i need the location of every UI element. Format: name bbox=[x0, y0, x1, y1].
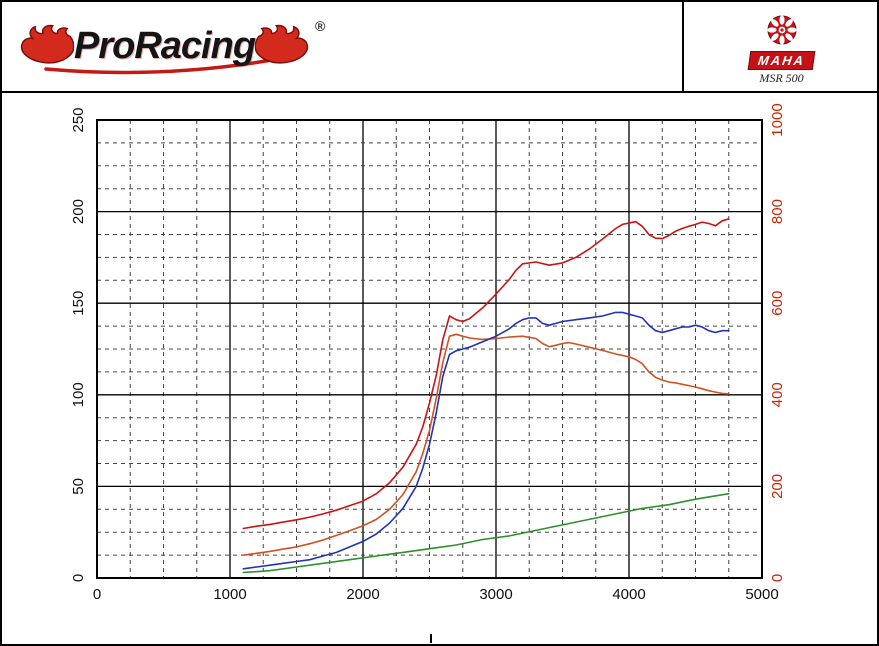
y-right-tick-label: 600 bbox=[769, 291, 786, 316]
y-left-tick-label: 50 bbox=[70, 478, 87, 495]
x-tick-label: 0 bbox=[93, 586, 101, 603]
maha-gear-icon bbox=[766, 14, 797, 45]
series-blue bbox=[242, 311, 730, 570]
x-tick-label: 1000 bbox=[213, 586, 246, 603]
maha-logo-text: MAHA bbox=[747, 50, 816, 70]
header: ProRacing ® bbox=[2, 2, 877, 93]
y-right-tick-label: 0 bbox=[769, 574, 786, 582]
y-right-tick-label: 1000 bbox=[769, 103, 786, 136]
dyno-chart: 0 1000 2000 3000 4000 5000 0 50 100 150 200 250 0 200… bbox=[2, 93, 877, 644]
series-red-upper bbox=[242, 218, 730, 530]
x-tick-label: 5000 bbox=[745, 586, 778, 603]
y-right-tick-label: 200 bbox=[769, 474, 786, 499]
registered-mark: ® bbox=[315, 18, 326, 34]
y-right-tick-label: 800 bbox=[769, 199, 786, 224]
series-orange-lower bbox=[242, 333, 730, 556]
y-left-tick-label: 100 bbox=[70, 382, 87, 407]
proracing-logo: ProRacing ® bbox=[16, 14, 328, 78]
y-left-tick-label: 0 bbox=[70, 574, 87, 582]
y-left-tick-label: 250 bbox=[70, 107, 87, 132]
y-left-tick-label: 200 bbox=[70, 199, 87, 224]
x-tick-label: 4000 bbox=[612, 586, 645, 603]
y-left-tick-label: 150 bbox=[70, 291, 87, 316]
series-green bbox=[242, 492, 730, 574]
device-model: MSR 500 bbox=[759, 70, 804, 85]
x-tick-label: 2000 bbox=[346, 586, 379, 603]
fold-mark bbox=[430, 634, 432, 643]
y-right-tick-label: 400 bbox=[769, 382, 786, 407]
maha-logo: MAHA MSR 500 bbox=[682, 2, 877, 93]
plot-frame bbox=[96, 119, 763, 579]
flame-right-icon bbox=[255, 24, 309, 64]
flame-left-icon bbox=[20, 24, 74, 64]
dyno-plot: 0 1000 2000 3000 4000 5000 0 50 100 150 200 250 0 200… bbox=[70, 103, 786, 603]
x-tick-label: 3000 bbox=[479, 586, 512, 603]
brand-text: ProRacing bbox=[74, 24, 256, 67]
